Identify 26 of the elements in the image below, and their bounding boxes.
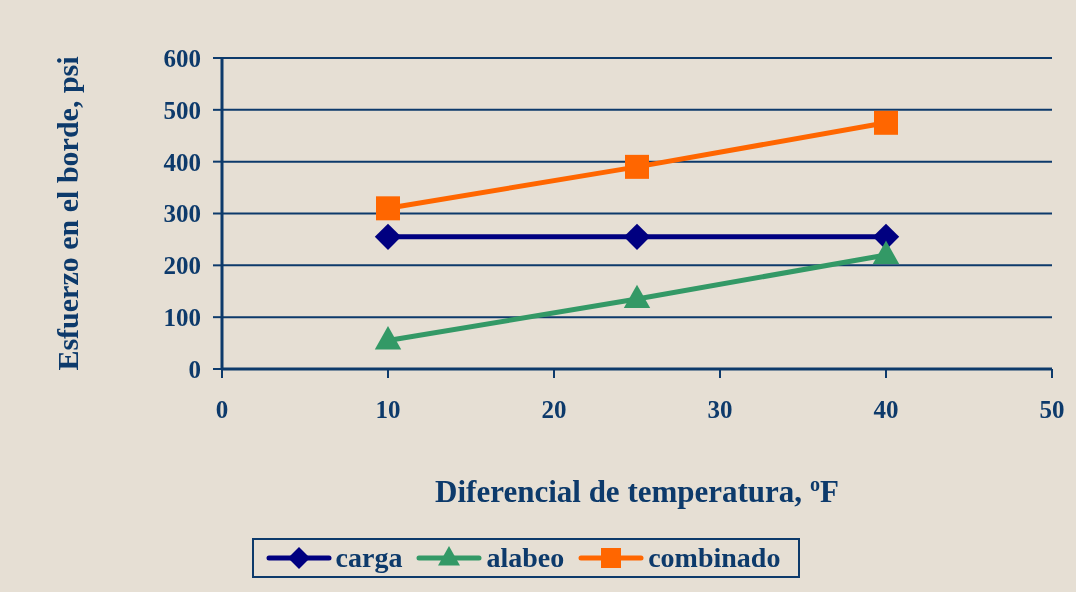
point [625, 154, 649, 179]
point [376, 196, 400, 221]
y-tick-label: 0 [188, 355, 201, 383]
x-tick-label: 20 [541, 395, 567, 423]
point [874, 110, 898, 135]
x-tick-label: 10 [375, 395, 401, 423]
y-tick-label: 500 [163, 96, 201, 124]
y-tick-label: 600 [163, 44, 201, 72]
y-tick-label: 300 [163, 200, 201, 228]
point [374, 326, 402, 350]
y-tick-label: 200 [163, 252, 201, 280]
point [872, 240, 900, 264]
legend-label: combinado [648, 542, 781, 573]
x-tick-label: 50 [1039, 395, 1065, 423]
x-axis-title: Diferencial de temperatura, $^{o}$F [435, 473, 839, 509]
x-tick-label: 0 [215, 395, 229, 423]
legend-label: carga [335, 542, 403, 573]
point [374, 223, 402, 251]
x-tick-label: 40 [873, 395, 899, 423]
x-tick-label: 30 [707, 395, 733, 423]
y-tick-label: 100 [163, 304, 201, 332]
point [623, 284, 651, 309]
y-tick-label: 400 [163, 148, 201, 176]
legend-label: alabeo [486, 542, 565, 573]
point [623, 223, 651, 251]
y-axis-title: Esfuerzo en el borde, psi [51, 56, 84, 371]
